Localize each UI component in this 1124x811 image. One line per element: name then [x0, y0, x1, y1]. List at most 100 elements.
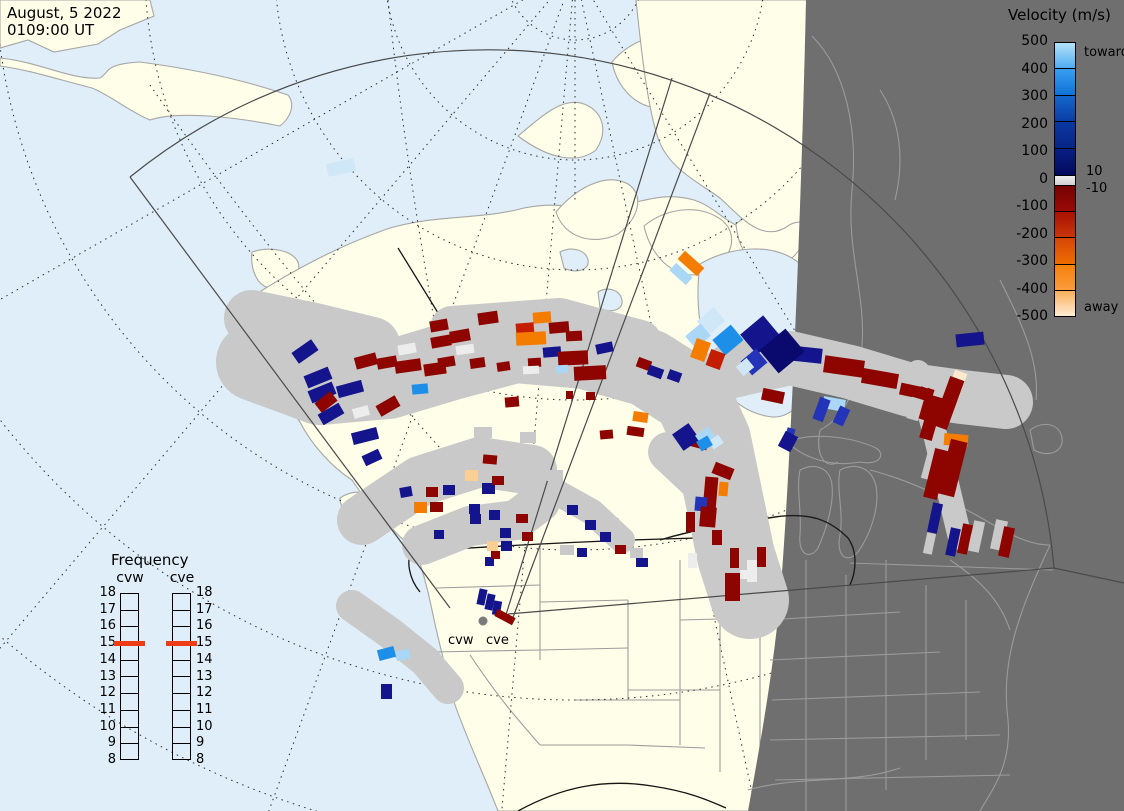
velocity-cell — [712, 530, 722, 545]
velocity-cell — [685, 323, 711, 349]
velocity-cell — [395, 648, 411, 662]
velocity-cell — [548, 321, 570, 334]
velocity-cell — [945, 527, 961, 557]
ground-scatter-band — [430, 298, 662, 364]
velocity-cell — [812, 396, 831, 423]
velocity-cell — [632, 411, 649, 423]
velocity-cell — [381, 684, 392, 699]
velocity-cell — [314, 391, 338, 413]
fan-east-edge-ext — [1053, 567, 1124, 584]
velocity-cell — [565, 330, 583, 342]
velocity-cell — [376, 355, 398, 370]
velocity-cell — [600, 532, 611, 542]
velocity-cell — [699, 506, 717, 528]
velocity-cell — [595, 341, 614, 355]
velocity-cell — [455, 343, 475, 356]
velocity-cell — [397, 342, 417, 356]
velocity-cell — [926, 502, 944, 534]
velocity-cell — [496, 361, 511, 372]
velocity-cell — [937, 438, 968, 498]
velocity-cell — [718, 481, 729, 497]
velocity-cell — [449, 328, 471, 344]
velocity-cell — [735, 357, 755, 377]
velocity-cell — [740, 570, 752, 579]
ground-scatter-band — [337, 437, 557, 545]
velocity-cell — [636, 558, 648, 567]
velocity-cell — [688, 553, 697, 568]
velocity-cell — [485, 557, 494, 566]
velocity-cell — [482, 483, 495, 494]
radar-site-dot — [478, 616, 488, 626]
velocity-cell — [303, 366, 333, 389]
fan-mid-line-2 — [511, 92, 711, 621]
velocity-cell — [696, 435, 713, 452]
velocity-cell — [351, 405, 371, 419]
velocity-cell — [477, 310, 499, 326]
velocity-cell — [489, 510, 500, 520]
velocity-cell — [906, 396, 924, 422]
velocity-cell — [494, 608, 516, 626]
velocity-cell — [350, 427, 380, 445]
velocity-cell — [307, 381, 337, 404]
velocity-cell — [757, 547, 766, 567]
ground-scatter-band — [648, 432, 756, 610]
velocity-cell — [476, 588, 488, 606]
ground-scatter-band — [543, 479, 635, 553]
velocity-cell — [705, 348, 726, 371]
velocity-cell — [430, 502, 443, 512]
velocity-cell — [967, 520, 986, 553]
velocity-cell — [522, 365, 540, 375]
velocity-cell — [823, 355, 865, 378]
velocity-cell — [469, 357, 486, 369]
velocity-cell — [482, 454, 498, 465]
velocity-cell — [469, 504, 480, 514]
velocity-cell — [394, 358, 422, 374]
velocity-cell — [730, 548, 739, 568]
velocity-cell — [725, 573, 740, 601]
velocity-cell — [515, 331, 547, 346]
velocity-cell — [426, 487, 438, 497]
velocity-cell — [353, 352, 379, 370]
velocity-cell — [577, 548, 587, 557]
velocity-cell — [916, 365, 934, 389]
velocity-cell — [626, 425, 645, 438]
velocity-cell — [375, 395, 401, 417]
velocity-cell — [615, 545, 626, 554]
velocity-cell — [567, 505, 578, 515]
velocity-cell — [516, 514, 528, 523]
fan-mid-line-1 — [504, 77, 673, 619]
velocity-cell — [542, 346, 562, 358]
velocity-cell — [317, 402, 345, 426]
velocity-cell — [919, 395, 944, 441]
velocity-cell — [672, 423, 700, 451]
velocity-cell — [487, 541, 498, 551]
velocity-cell — [955, 331, 985, 348]
velocity-cell — [923, 448, 949, 500]
velocity-cells — [291, 158, 1015, 699]
velocity-cell — [585, 520, 596, 530]
velocity-cell — [520, 432, 536, 443]
velocity-cell — [586, 392, 595, 400]
velocity-cell — [532, 311, 552, 324]
velocity-cell — [399, 486, 413, 498]
velocity-cell — [605, 518, 619, 528]
velocity-cell — [547, 470, 563, 481]
velocity-cell — [335, 379, 365, 399]
velocity-cell — [630, 548, 643, 558]
velocity-cell — [686, 512, 695, 532]
velocity-cell — [376, 645, 397, 662]
velocity-cell — [708, 434, 724, 450]
velocity-cell — [522, 532, 533, 541]
velocity-cell — [740, 315, 780, 355]
velocity-cell — [832, 405, 851, 427]
velocity-cell — [555, 364, 569, 374]
velocity-cell — [434, 530, 444, 539]
velocity-cell — [504, 396, 520, 408]
velocity-cell — [998, 526, 1015, 558]
velocity-cell — [470, 514, 481, 524]
velocity-cell — [777, 430, 799, 453]
ground-scatter-band — [336, 590, 464, 704]
velocity-cell — [492, 476, 504, 485]
